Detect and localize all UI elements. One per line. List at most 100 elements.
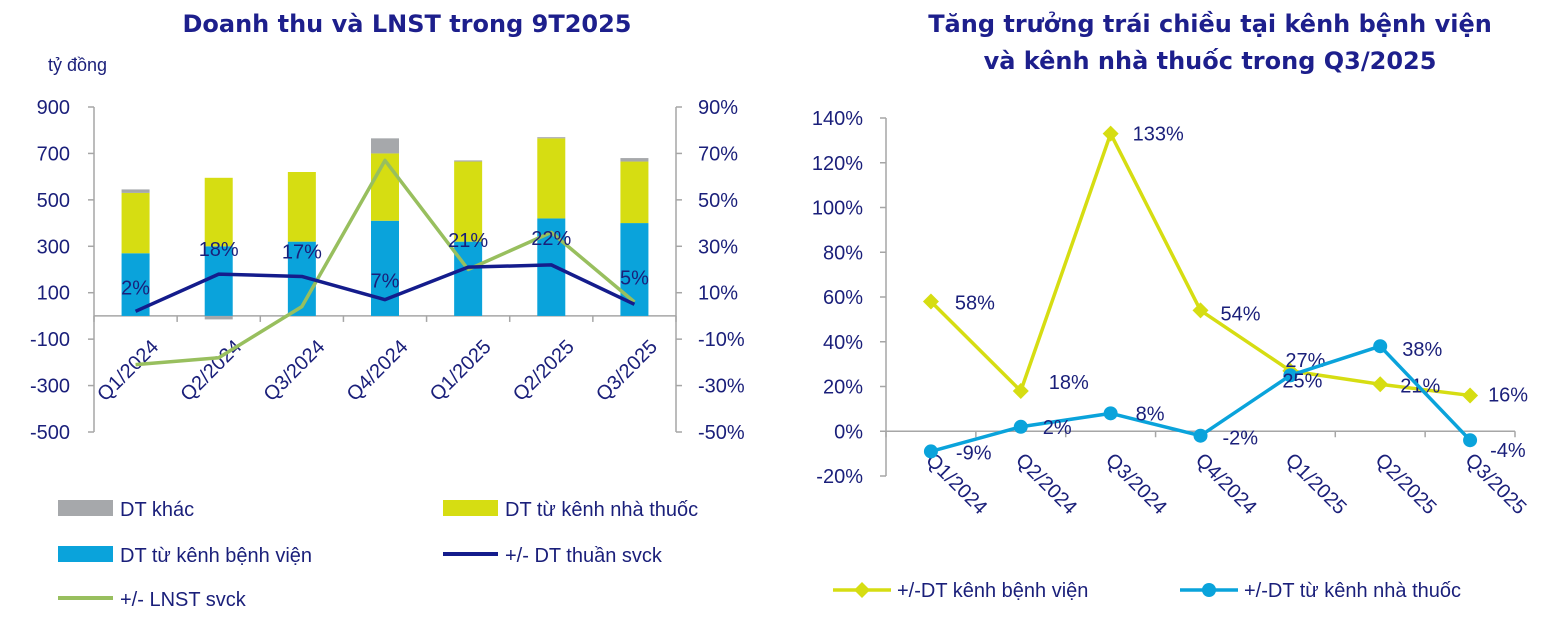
marker-circle (1373, 339, 1388, 354)
y2-tick-label: -30% (698, 376, 745, 398)
y2-tick-label: 70% (698, 143, 738, 165)
data-label-dt-thuan: 22% (531, 228, 571, 250)
unit-label: tỷ đồng (48, 55, 107, 75)
data-label-dt-thuan: 17% (282, 241, 322, 263)
y-tick-label: 900 (37, 97, 70, 119)
x-tick-label: Q3/2025 (592, 336, 662, 406)
legend-marker-diamond (854, 582, 870, 598)
data-label-dt-thuan: 18% (199, 239, 239, 261)
marker-diamond (1192, 302, 1209, 319)
legend-label: DT khác (120, 499, 194, 521)
y-tick-label: -300 (30, 376, 70, 398)
y-tick-label: 120% (812, 153, 863, 175)
line-dt-thuan-svck (134, 263, 636, 313)
marker-diamond (1372, 376, 1389, 393)
chart-right-title-line2: và kênh nhà thuốc trong Q3/2025 (984, 47, 1437, 75)
marker-diamond (1462, 387, 1479, 404)
data-label: 18% (1049, 372, 1089, 394)
y-tick-label: -20% (816, 466, 863, 488)
marker-circle (1103, 406, 1118, 421)
marker-circle (1013, 419, 1028, 434)
y-tick-label: 300 (37, 236, 70, 258)
bar-nha-thuoc (204, 177, 233, 247)
bar-nha-thuoc (620, 161, 649, 224)
data-label: -2% (1223, 428, 1259, 450)
y2-tick-label: -50% (698, 422, 745, 444)
legend-label: +/- LNST svck (120, 589, 247, 611)
chart-right-legend: +/-DT kênh bệnh viện +/-DT từ kênh nhà th… (833, 580, 1461, 602)
data-label: 133% (1133, 124, 1184, 146)
bar-dt-khac (204, 315, 233, 320)
y2-tick-label: 50% (698, 190, 738, 212)
chart-left: Doanh thu và LNST trong 9T2025 tỷ đồng 9… (30, 10, 745, 611)
marker-circle (923, 444, 938, 459)
y-tick-label: 100 (37, 283, 70, 305)
marker-circle (1463, 433, 1478, 448)
data-label: 54% (1221, 303, 1261, 325)
y-tick-label: 20% (823, 377, 863, 399)
bar-benh-vien (204, 246, 233, 316)
y-tick-label: 500 (37, 190, 70, 212)
bar-nha-thuoc (371, 153, 399, 221)
y2-tick-label: -10% (698, 329, 745, 351)
legend-label: +/- DT thuần svck (505, 545, 663, 567)
marker-circle (1193, 428, 1208, 443)
x-tick-label: Q2/2025 (509, 336, 579, 406)
bar-nha-thuoc (454, 161, 483, 242)
bar-dt-khac (620, 158, 649, 162)
y2-tick-label: 10% (698, 283, 738, 305)
legend-swatch (58, 546, 113, 562)
marker-diamond (1102, 125, 1119, 142)
x-tick-label: Q1/2024 (93, 336, 163, 406)
x-tick-label: Q3/2024 (260, 336, 330, 406)
legend-swatch (58, 500, 113, 516)
marker-circle (1283, 368, 1298, 383)
marker-diamond (922, 293, 939, 310)
x-tick-label: Q3/2024 (1101, 449, 1171, 519)
bar-nha-thuoc (537, 138, 566, 219)
bar-benh-vien (371, 220, 399, 316)
y2-tick-label: 30% (698, 236, 738, 258)
data-label-dt-thuan: 5% (620, 267, 649, 289)
data-label: 8% (1136, 403, 1165, 425)
chart-right: Tăng trưởng trái chiều tại kênh bệnh việ… (812, 10, 1531, 602)
data-label: 16% (1488, 384, 1528, 406)
bar-dt-khac (121, 189, 150, 193)
y-tick-label: -100 (30, 329, 70, 351)
data-label-dt-thuan: 21% (448, 230, 488, 252)
data-label: 25% (1282, 370, 1322, 392)
y2-tick-label: 90% (698, 97, 738, 119)
legend-label: DT từ kênh nhà thuốc (505, 499, 698, 521)
legend-label: +/-DT từ kênh nhà thuốc (1244, 580, 1461, 602)
y-tick-label: 140% (812, 108, 863, 130)
data-label: -9% (956, 442, 992, 464)
line-lnst-svck (135, 158, 636, 367)
y-tick-label: 80% (823, 242, 863, 264)
legend-label: +/-DT kênh bệnh viện (897, 580, 1088, 602)
bar-dt-khac (537, 137, 566, 139)
data-label: -4% (1490, 440, 1526, 462)
x-tick-label: Q1/2025 (426, 336, 496, 406)
chart-right-title-line1: Tăng trưởng trái chiều tại kênh bệnh việ… (928, 10, 1492, 38)
y-tick-label: 100% (812, 198, 863, 220)
x-tick-label: Q1/2025 (1281, 449, 1351, 519)
x-tick-label: Q2/2025 (1371, 449, 1441, 519)
y-tick-label: 0% (834, 421, 863, 443)
x-tick-label: Q2/2024 (1011, 449, 1081, 519)
y-tick-label: 40% (823, 332, 863, 354)
marker-diamond (1012, 382, 1029, 399)
x-tick-label: Q4/2024 (1191, 449, 1261, 519)
legend-swatch (443, 500, 498, 516)
bar-dt-khac (371, 138, 399, 154)
data-label-dt-thuan: 2% (121, 277, 150, 299)
data-label: 38% (1402, 339, 1442, 361)
chart-left-legend: DT khác DT từ kênh nhà thuốc DT từ kênh bệ… (58, 499, 698, 611)
data-label-dt-thuan: 7% (371, 271, 400, 293)
bar-dt-khac (454, 160, 483, 162)
y-tick-label: -500 (30, 422, 70, 444)
data-label: 58% (955, 292, 995, 314)
y-tick-label: 700 (37, 143, 70, 165)
chart-left-title: Doanh thu và LNST trong 9T2025 (182, 10, 631, 38)
legend-marker-circle (1202, 583, 1216, 597)
